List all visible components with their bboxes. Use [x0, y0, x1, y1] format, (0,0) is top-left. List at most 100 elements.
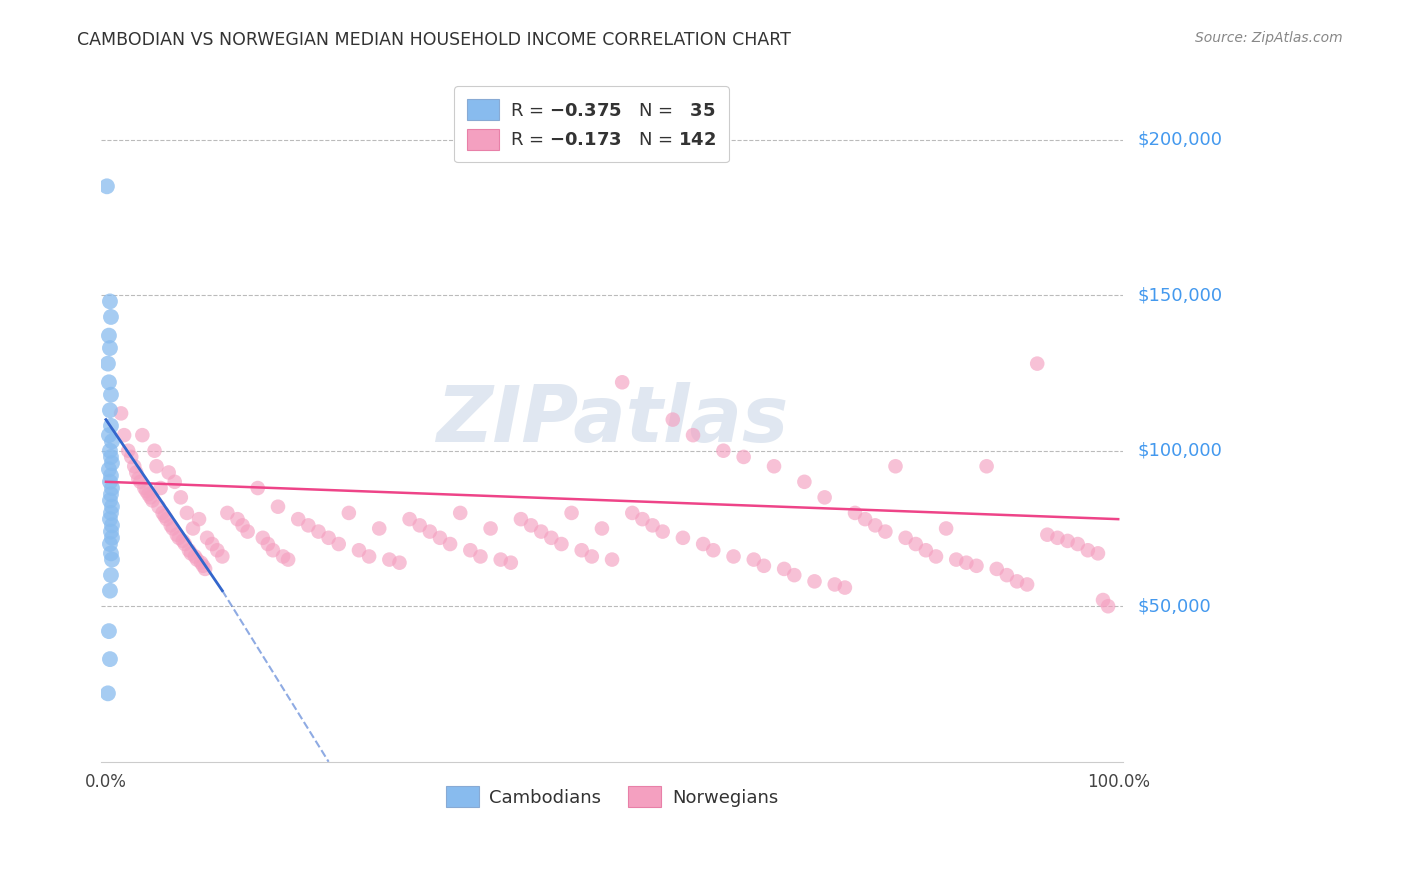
Point	[1026, 357, 1049, 371]
Point	[976, 459, 998, 474]
Point	[97, 686, 120, 700]
Point	[167, 531, 190, 545]
Point	[236, 524, 259, 539]
Point	[499, 556, 522, 570]
Point	[824, 577, 846, 591]
Point	[419, 524, 441, 539]
Point	[177, 543, 200, 558]
Point	[803, 574, 825, 589]
Point	[100, 468, 122, 483]
Point	[97, 624, 120, 639]
Point	[702, 543, 724, 558]
Point	[100, 310, 122, 324]
Point	[100, 568, 122, 582]
Point	[246, 481, 269, 495]
Point	[733, 450, 755, 464]
Point	[571, 543, 593, 558]
Point	[550, 537, 572, 551]
Point	[156, 512, 179, 526]
Point	[925, 549, 948, 564]
Point	[621, 506, 644, 520]
Point	[834, 581, 856, 595]
Point	[479, 521, 502, 535]
Point	[520, 518, 543, 533]
Point	[97, 328, 120, 343]
Point	[97, 357, 120, 371]
Point	[101, 481, 124, 495]
Text: ZIPatlas: ZIPatlas	[436, 382, 789, 458]
Point	[117, 443, 139, 458]
Point	[742, 552, 765, 566]
Text: $150,000: $150,000	[1137, 286, 1222, 304]
Point	[318, 531, 340, 545]
Point	[600, 552, 623, 566]
Point	[894, 531, 917, 545]
Point	[98, 493, 121, 508]
Point	[145, 459, 167, 474]
Point	[100, 546, 122, 560]
Point	[1017, 577, 1039, 591]
Point	[672, 531, 695, 545]
Point	[166, 527, 188, 541]
Point	[101, 518, 124, 533]
Point	[153, 509, 176, 524]
Point	[904, 537, 927, 551]
Point	[470, 549, 492, 564]
Point	[100, 450, 122, 464]
Point	[662, 412, 685, 426]
Point	[1046, 531, 1069, 545]
Point	[191, 558, 214, 573]
Point	[170, 491, 193, 505]
Point	[201, 537, 224, 551]
Point	[195, 531, 218, 545]
Point	[98, 512, 121, 526]
Point	[682, 428, 704, 442]
Point	[173, 537, 195, 551]
Point	[540, 531, 562, 545]
Point	[159, 518, 181, 533]
Text: $200,000: $200,000	[1137, 130, 1222, 149]
Point	[368, 521, 391, 535]
Point	[297, 518, 319, 533]
Point	[100, 388, 122, 402]
Point	[138, 487, 160, 501]
Point	[267, 500, 290, 514]
Point	[378, 552, 401, 566]
Point	[271, 549, 294, 564]
Point	[101, 434, 124, 449]
Text: $100,000: $100,000	[1137, 442, 1222, 459]
Point	[723, 549, 745, 564]
Point	[884, 459, 907, 474]
Point	[181, 521, 204, 535]
Point	[631, 512, 654, 526]
Point	[651, 524, 673, 539]
Point	[232, 518, 254, 533]
Point	[176, 506, 198, 520]
Point	[135, 484, 157, 499]
Point	[98, 403, 121, 417]
Point	[112, 428, 135, 442]
Point	[773, 562, 796, 576]
Point	[141, 493, 163, 508]
Point	[449, 506, 471, 520]
Point	[308, 524, 330, 539]
Point	[157, 466, 180, 480]
Point	[1067, 537, 1090, 551]
Point	[129, 475, 152, 489]
Point	[692, 537, 714, 551]
Point	[865, 518, 887, 533]
Point	[98, 475, 121, 489]
Point	[1056, 533, 1078, 548]
Point	[1097, 599, 1119, 614]
Point	[97, 462, 120, 476]
Point	[1077, 543, 1099, 558]
Point	[429, 531, 451, 545]
Point	[530, 524, 553, 539]
Point	[98, 652, 121, 666]
Point	[935, 521, 957, 535]
Point	[277, 552, 299, 566]
Point	[226, 512, 249, 526]
Point	[100, 524, 122, 539]
Point	[328, 537, 350, 551]
Point	[122, 459, 145, 474]
